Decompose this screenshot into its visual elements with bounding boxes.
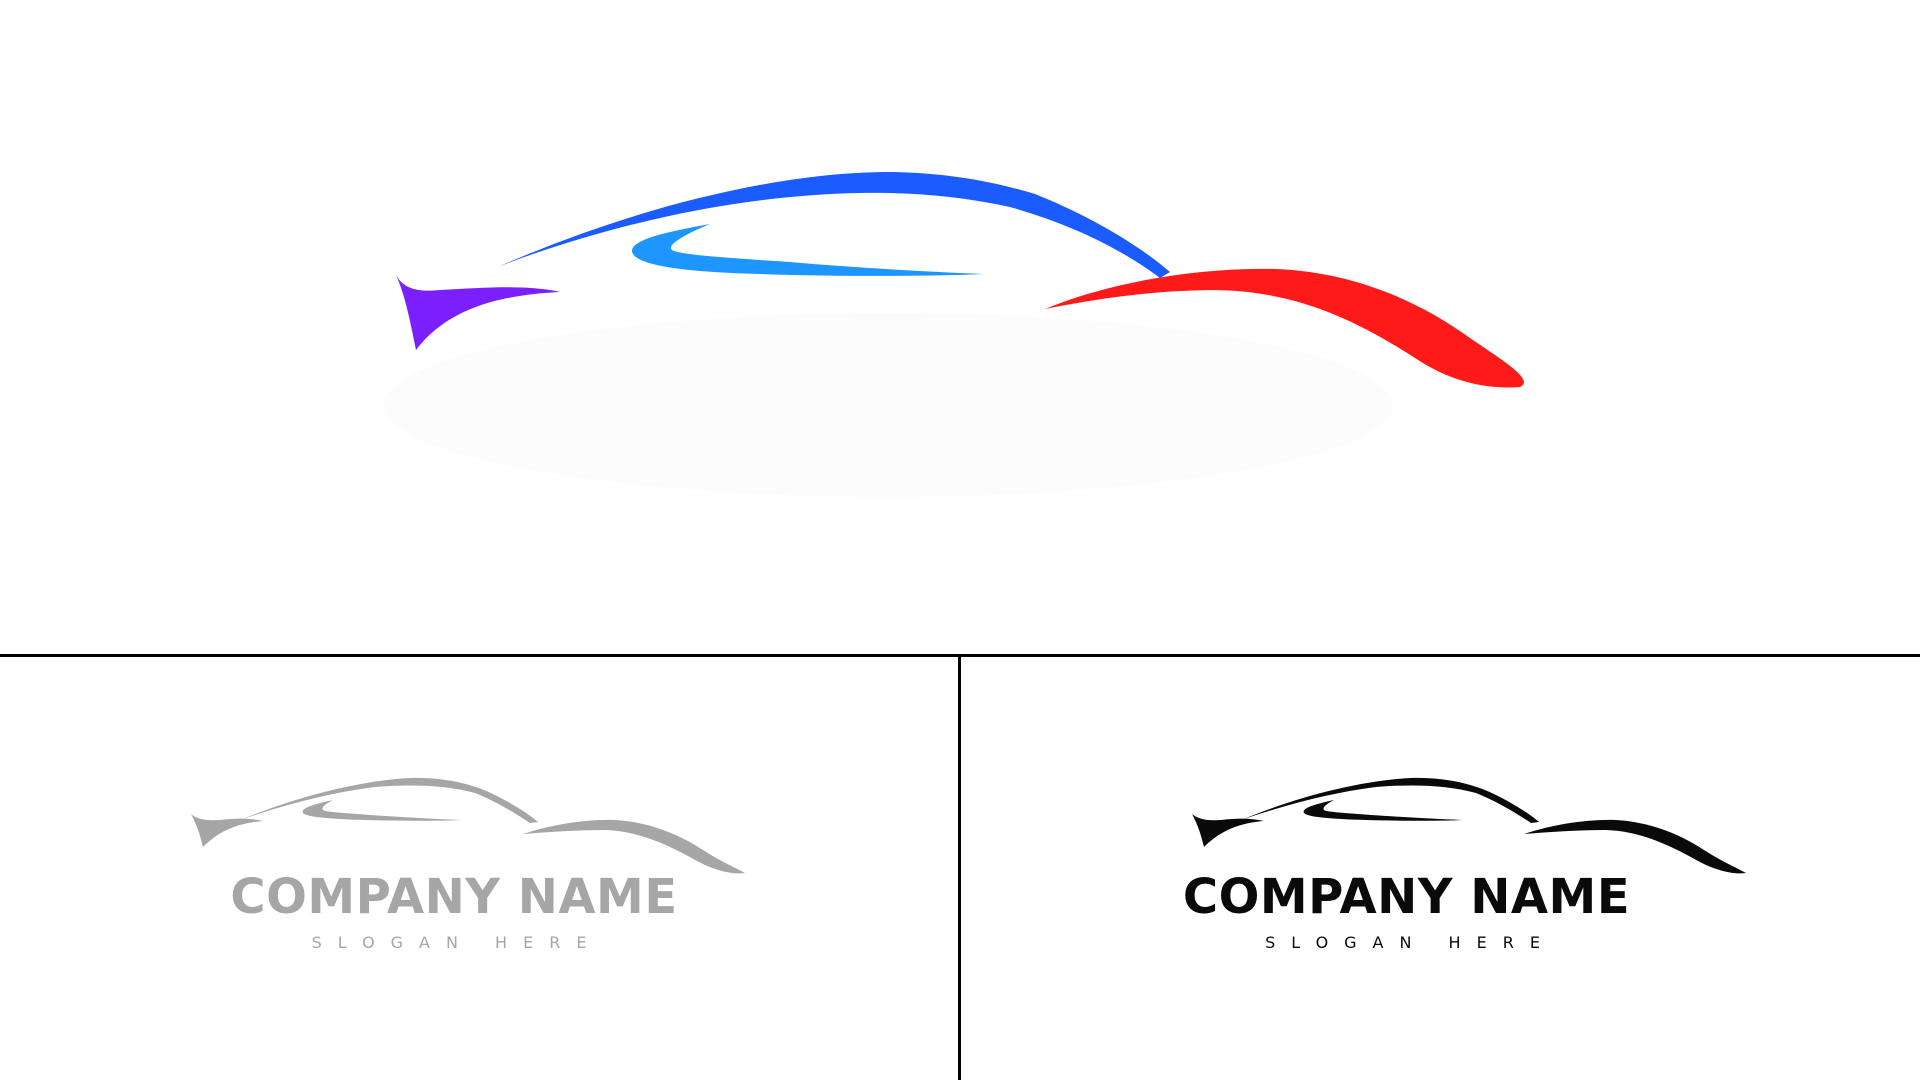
window-swoosh <box>1303 800 1463 821</box>
company-name: COMPANY NAME <box>1182 869 1631 925</box>
window-swoosh <box>302 800 462 821</box>
logo-variant-gray: COMPANY NAME SLOGAN HERE <box>0 657 958 1080</box>
slogan: SLOGAN HERE <box>311 933 603 952</box>
roof-line <box>243 777 538 823</box>
car-silhouette-icon <box>383 172 1524 497</box>
body-line <box>523 819 745 874</box>
car-shadow <box>383 313 1393 497</box>
car-silhouette-icon <box>1192 777 1746 874</box>
hero-logo-panel <box>383 172 1524 497</box>
window-swoosh <box>631 224 985 276</box>
blue-roof-line <box>500 172 1170 278</box>
red-body-line <box>1045 268 1524 388</box>
purple-front-accent <box>396 275 560 350</box>
logo-variant-black: COMPANY NAME SLOGAN HERE <box>961 657 1920 1080</box>
vertical-divider <box>958 654 961 1080</box>
company-name: COMPANY NAME <box>230 869 678 925</box>
front-accent <box>1192 814 1264 847</box>
car-silhouette-icon <box>191 777 745 874</box>
body-line <box>1524 819 1746 874</box>
roof-line <box>1244 777 1539 823</box>
slogan: SLOGAN HERE <box>1265 933 1556 952</box>
front-accent <box>191 814 263 847</box>
